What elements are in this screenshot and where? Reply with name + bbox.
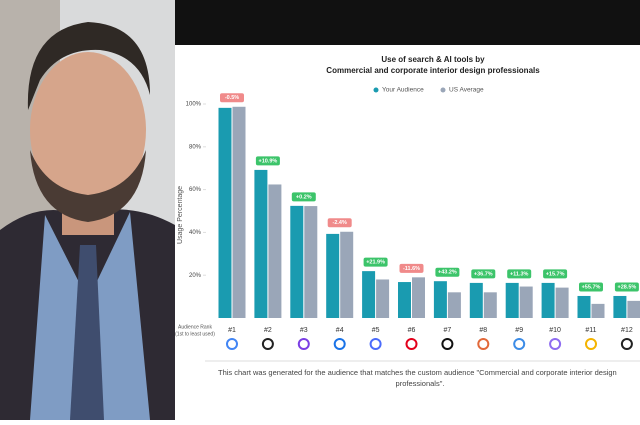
bar (218, 107, 232, 319)
x-axis-label: (1st to least used) (175, 331, 215, 337)
x-tick-label: #4 (336, 327, 344, 334)
y-tick-label: 60% (189, 187, 202, 193)
bar (591, 303, 605, 318)
footer-text: This chart was generated for the audienc… (218, 368, 617, 377)
y-tick-label: 80% (189, 144, 202, 150)
bar (433, 281, 447, 318)
tie (70, 245, 104, 420)
delta-badge (291, 192, 316, 202)
tool-icon (297, 338, 310, 350)
bar (519, 286, 533, 318)
top-bar (175, 0, 640, 45)
bar (613, 295, 627, 318)
x-tick-label: #12 (621, 327, 633, 334)
bar (483, 292, 497, 318)
x-tick-label: #6 (408, 327, 416, 334)
delta-badge (399, 263, 424, 273)
bar (340, 231, 354, 318)
bar (304, 206, 318, 318)
bar (447, 292, 461, 318)
x-tick-label: #3 (300, 327, 308, 334)
x-tick-label: #1 (228, 327, 236, 334)
tool-icon (369, 338, 382, 350)
footer-text: professionals". (396, 379, 445, 388)
hair (27, 22, 151, 110)
bar (362, 271, 376, 318)
chart-title: Commercial and corporate interior design… (326, 66, 540, 75)
delta-label: +15.7% (546, 271, 565, 277)
bar (398, 282, 411, 318)
delta-label: +43.2% (438, 270, 457, 276)
x-tick-label: #5 (372, 327, 380, 334)
tool-icon (405, 338, 418, 350)
chart-panel (175, 45, 640, 420)
beard (30, 150, 146, 222)
x-tick-label: #10 (549, 327, 561, 334)
delta-label: +21.9% (366, 260, 385, 266)
delta-badge (327, 218, 352, 228)
bar (505, 282, 519, 318)
bar (541, 282, 555, 318)
y-tick-label: 20% (189, 273, 202, 279)
tool-icon (261, 338, 274, 350)
legend-swatch (373, 87, 379, 93)
bar (326, 233, 340, 318)
y-tick-label: 40% (189, 230, 202, 236)
delta-badge (471, 269, 496, 279)
bar (555, 287, 569, 318)
tool-icon (620, 338, 633, 350)
tool-icon (513, 338, 526, 350)
bar (268, 184, 282, 318)
delta-label: +36.7% (474, 271, 493, 277)
bar (577, 295, 591, 318)
x-axis-label: Audience Rank (178, 324, 212, 330)
delta-label: +11.3% (510, 271, 529, 277)
delta-label: +0.2% (296, 194, 312, 200)
tool-icon (226, 338, 238, 350)
delta-badge (255, 156, 280, 166)
x-tick-label: #11 (585, 327, 596, 334)
tool-icon (549, 338, 562, 350)
x-tick-label: #8 (479, 327, 487, 334)
delta-badge (435, 267, 460, 277)
y-axis-label: Usage Percentage (177, 186, 184, 244)
delta-label: +28.5% (617, 284, 636, 290)
bar (627, 300, 640, 318)
face (30, 52, 146, 208)
delta-badge (614, 282, 639, 292)
bar (254, 169, 268, 318)
delta-badge (363, 257, 388, 267)
tool-icon (585, 338, 597, 350)
x-tick-label: #7 (444, 327, 452, 334)
chart-title: Use of search & AI tools by (381, 55, 485, 64)
delta-label: -2.4% (333, 220, 347, 226)
x-tick-label: #2 (264, 327, 272, 334)
legend-swatch (440, 87, 446, 93)
legend-label: Your Audience (382, 87, 424, 94)
delta-label: -11.6% (403, 266, 420, 272)
delta-badge (543, 269, 568, 279)
tool-icon (477, 338, 490, 350)
bar (376, 279, 390, 318)
delta-badge (507, 269, 532, 279)
tool-icon (441, 338, 454, 350)
delta-badge (220, 93, 244, 103)
delta-badge (579, 282, 603, 292)
delta-label: -0.5% (225, 95, 239, 101)
bar (469, 282, 483, 318)
delta-label: +10.9% (258, 158, 277, 164)
chart: Use of search & AI tools by Commercial a… (175, 55, 640, 388)
delta-label: +55.7% (582, 284, 601, 290)
y-tick-label: 100% (186, 102, 202, 108)
tool-icon (333, 338, 346, 350)
bar (412, 277, 425, 318)
x-tick-label: #9 (515, 327, 523, 334)
bar (290, 205, 304, 318)
legend-label: US Average (449, 87, 484, 94)
bar (232, 106, 246, 318)
